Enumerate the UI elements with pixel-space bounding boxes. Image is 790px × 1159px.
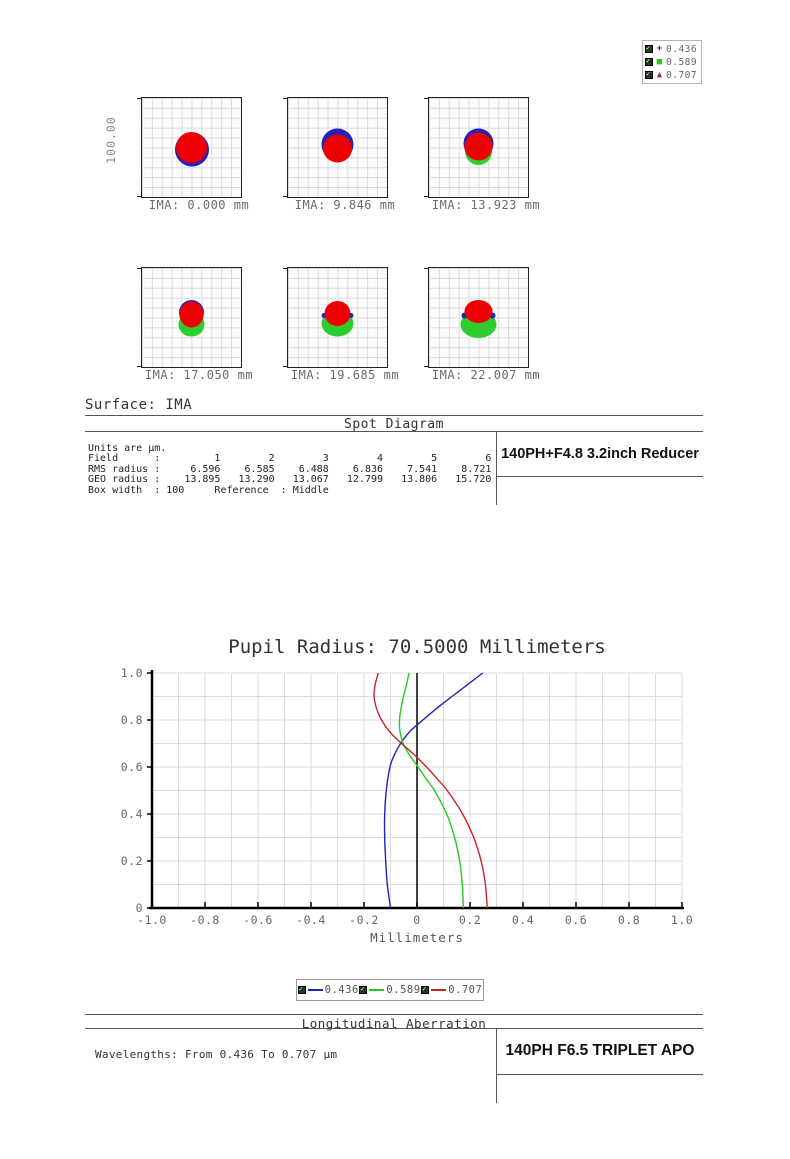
checkbox-icon[interactable]	[645, 57, 653, 66]
legend-label: 0.436	[666, 43, 698, 55]
reducer-title: 140PH+F4.8 3.2inch Reducer	[501, 445, 699, 462]
spot-plot-5	[321, 301, 354, 337]
divider	[85, 1028, 703, 1029]
legend-label: 0.707	[448, 984, 483, 996]
units-line: Units are µm.	[88, 443, 167, 454]
spot-field-box-1	[137, 97, 242, 198]
plus-marker-icon: +	[656, 43, 663, 54]
blue-line-swatch	[307, 989, 323, 991]
x-tick-label: -0.6	[243, 913, 273, 927]
series-curve-0.436	[383, 672, 484, 909]
spot-blob	[323, 134, 352, 163]
spot-blob	[324, 301, 351, 326]
square-marker-icon: ■	[656, 56, 663, 67]
spot-plot-4	[178, 300, 205, 337]
legend-item: + 0.436	[645, 43, 699, 55]
spot-field-box-2	[283, 97, 388, 198]
y-tick-label: 0.8	[121, 713, 143, 727]
apo-title: 140PH F6.5 TRIPLET APO	[505, 1042, 695, 1059]
spot-plot-2	[321, 128, 354, 163]
checkbox-icon[interactable]	[421, 985, 430, 994]
curve-legend: 0.436 0.589 0.707	[296, 979, 484, 1001]
x-tick-label: -1.0	[137, 913, 167, 927]
legend-item: ▲ 0.707	[645, 69, 699, 81]
legend-item: 0.707	[421, 984, 482, 996]
spot-blob	[464, 132, 493, 161]
y-tick-label: 0	[136, 901, 143, 915]
ima-label-1: IMA: 0.000 mm	[148, 198, 250, 212]
divider	[496, 476, 703, 477]
legend-item: 0.589	[359, 984, 420, 996]
legend-item: ■ 0.589	[645, 56, 699, 68]
divider	[85, 415, 703, 416]
legend-label: 0.589	[386, 984, 421, 996]
spot-field-box-6	[424, 267, 529, 368]
spot-diagram-title: Spot Diagram	[344, 417, 444, 432]
pupil-radius-title: Pupil Radius: 70.5000 Millimeters	[228, 636, 606, 658]
x-tick-label: -0.2	[349, 913, 379, 927]
divider	[85, 1014, 703, 1015]
x-tick-label: -0.4	[296, 913, 326, 927]
spot-plot-3	[463, 128, 494, 165]
divider	[496, 431, 497, 505]
x-tick-label: 0.8	[618, 913, 640, 927]
checkbox-icon[interactable]	[359, 985, 368, 994]
series-curve-0.707	[373, 672, 488, 909]
spot-scale-label: 100.00	[104, 116, 118, 164]
x-tick-label: -0.8	[190, 913, 220, 927]
spot-blob	[176, 132, 207, 163]
y-tick-label: 1.0	[121, 666, 143, 680]
x-tick-label: 0	[413, 913, 420, 927]
x-tick-label: 0.6	[565, 913, 587, 927]
spot-blob	[179, 301, 204, 328]
spot-field-box-5	[283, 267, 388, 368]
legend-item: 0.436	[297, 984, 359, 996]
spot-info-table: Units are µm. Field : 1 2 3 4 5 6 RMS radi…	[88, 443, 492, 496]
spot-field-box-3	[424, 97, 529, 198]
y-tick-label: 0.4	[121, 807, 143, 821]
rms-line: RMS radius : 6.596 6.585 6.488 6.836 7.5…	[88, 463, 492, 475]
legend-label: 0.436	[324, 984, 359, 996]
spot-plot-1	[175, 132, 209, 167]
ima-label-5: IMA: 19.685 mm	[290, 368, 400, 382]
legend-label: 0.707	[666, 69, 698, 81]
red-line-swatch	[431, 989, 447, 991]
divider	[496, 1028, 497, 1103]
longitudinal-aberration-title: Longitudinal Aberration	[301, 1016, 487, 1031]
spot-blob	[464, 300, 493, 323]
checkbox-icon[interactable]	[645, 44, 653, 53]
spot-field-box-4	[137, 267, 242, 368]
x-tick-label: 0.2	[459, 913, 481, 927]
series-curve-0.589	[398, 672, 465, 909]
x-tick-label: 0.4	[512, 913, 534, 927]
legend-label: 0.589	[666, 56, 698, 68]
y-tick-label: 0.6	[121, 760, 143, 774]
geo-line: GEO radius : 13.895 13.290 13.067 12.799…	[88, 474, 492, 486]
wavelengths-range-label: Wavelengths: From 0.436 To 0.707 µm	[95, 1048, 338, 1061]
ima-label-3: IMA: 13.923 mm	[431, 198, 541, 212]
box-width-line: Box width : 100 Reference : Middle	[88, 484, 329, 496]
ima-label-6: IMA: 22.007 mm	[431, 368, 541, 382]
longitudinal-aberration-plot: -1.0 -0.8 -0.6 -0.4 -0.2 0 0.2 0.4 0.6 0.8 1.0 0 0.2…	[121, 666, 693, 945]
x-axis-label: Millimeters	[370, 930, 464, 945]
checkbox-icon[interactable]	[297, 985, 306, 994]
field-line: Field : 1 2 3 4 5 6	[88, 453, 492, 465]
checkbox-icon[interactable]	[645, 70, 653, 79]
surface-label: Surface: IMA	[85, 397, 193, 413]
x-tick-label: 1.0	[671, 913, 693, 927]
spot-plot-6	[460, 300, 497, 338]
ima-label-2: IMA: 9.846 mm	[294, 198, 396, 212]
green-line-swatch	[369, 989, 385, 991]
divider	[496, 1074, 703, 1075]
ima-label-4: IMA: 17.050 mm	[144, 368, 254, 382]
triangle-marker-icon: ▲	[656, 69, 663, 80]
divider	[85, 431, 703, 432]
wavelength-legend: + 0.436 ■ 0.589 ▲ 0.707	[642, 40, 702, 84]
y-tick-label: 0.2	[121, 854, 143, 868]
